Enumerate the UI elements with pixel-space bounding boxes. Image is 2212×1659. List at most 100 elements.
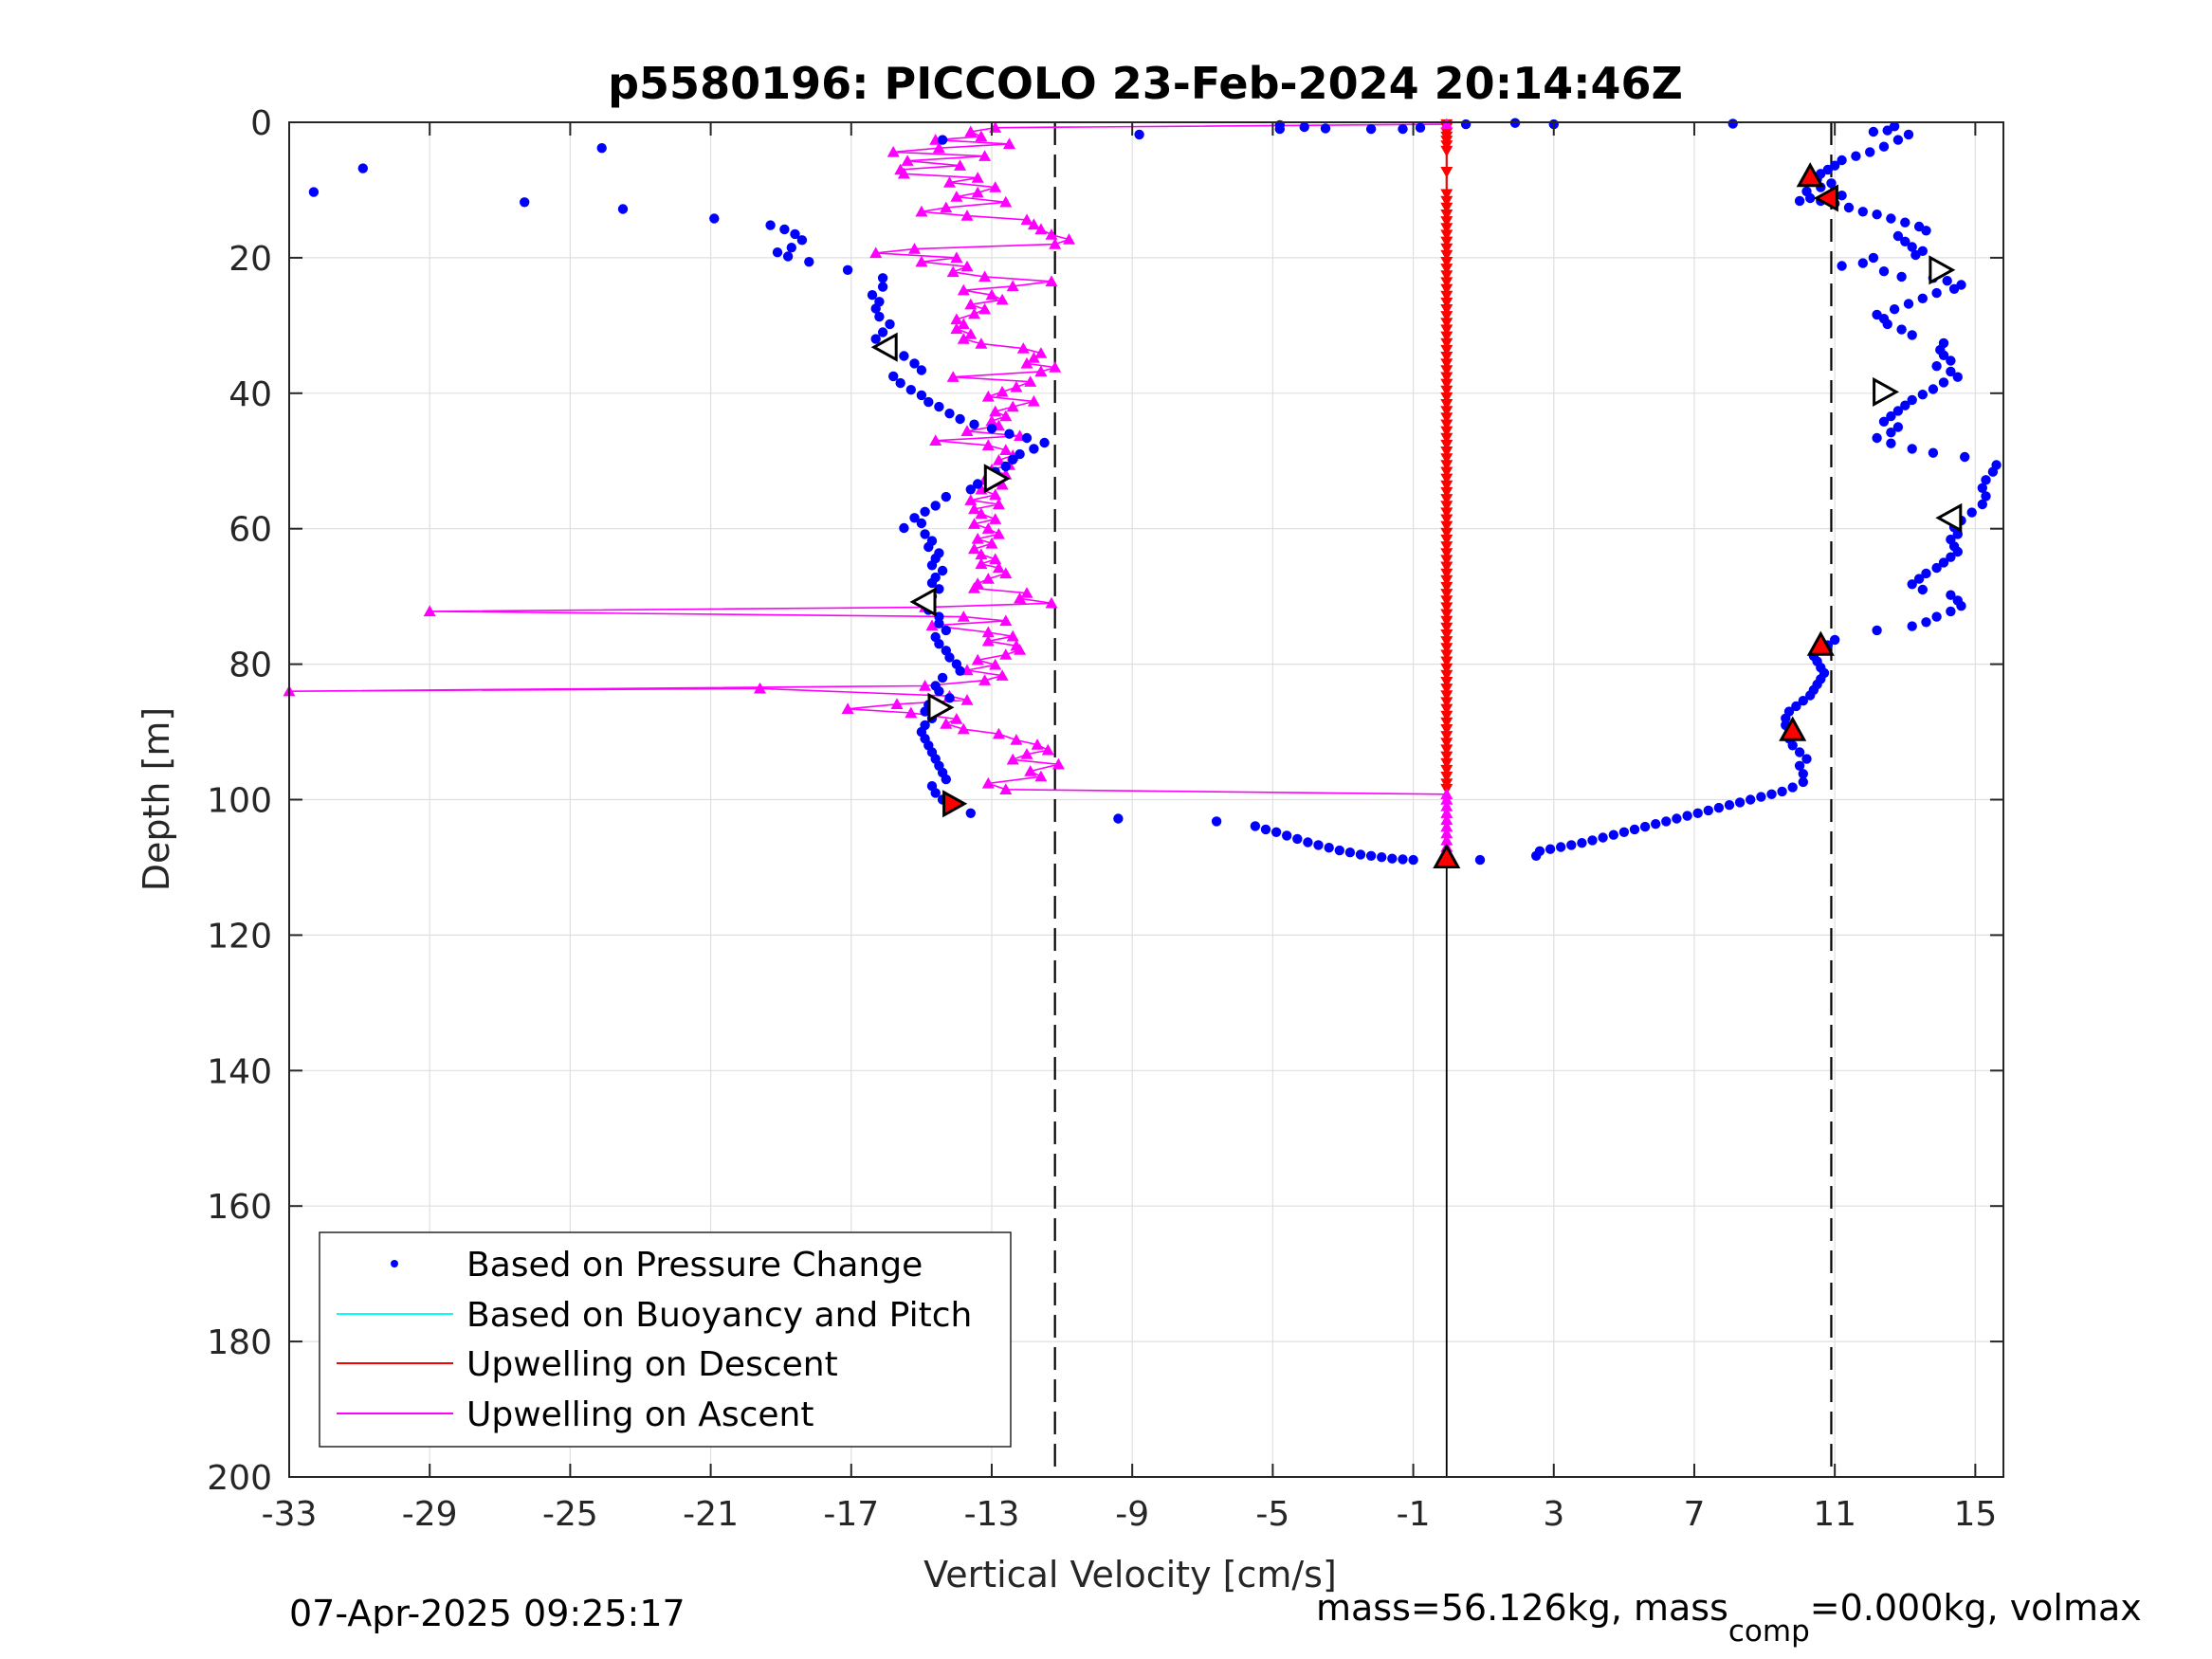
x-axis-ticks: -33 -29 -25 -21 -17 -13 -9 -5 -1 3 7 11 15 (262, 122, 1997, 1534)
ascent-point (1041, 743, 1054, 756)
ascent-point (915, 255, 928, 267)
pressure-point (930, 501, 941, 511)
descent-point (1440, 663, 1453, 675)
pressure-point (1977, 499, 1987, 510)
ascent-point (943, 176, 956, 188)
pressure-point (1313, 840, 1324, 850)
ascent-point (971, 186, 984, 198)
pressure-point (1886, 428, 1896, 438)
ascent-point (1010, 734, 1023, 745)
pressure-point (934, 584, 944, 594)
pressure-point (934, 401, 944, 412)
ascent-point (999, 614, 1013, 627)
pressure-point (1900, 400, 1910, 410)
pressure-point (1703, 805, 1714, 816)
pressure-point (1365, 850, 1377, 861)
descent-point (1440, 297, 1453, 309)
pressure-point (1857, 207, 1869, 217)
pressure-point (1460, 118, 1472, 130)
ascent-point (929, 434, 942, 446)
ascent-point (932, 141, 945, 154)
ascent-point (960, 260, 974, 272)
pressure-point (1734, 797, 1746, 808)
descent-point (1440, 466, 1453, 479)
ascent-point (1010, 639, 1023, 651)
descent-point (1440, 629, 1453, 641)
pressure-point (1886, 410, 1896, 422)
pressure-point (1798, 769, 1809, 779)
pressure-point (973, 479, 983, 489)
open-triangle-marker (870, 332, 898, 362)
pressure-point (1661, 816, 1672, 827)
ascent-point (992, 454, 1005, 465)
ascent-point (978, 150, 992, 161)
ascent-point (887, 145, 900, 157)
pressure-point (1946, 534, 1956, 545)
pressure-point (870, 334, 881, 344)
ascent-point (908, 243, 921, 254)
x-tick-label: 3 (1543, 1495, 1564, 1534)
descent-point (1440, 419, 1453, 431)
ascent-point (1063, 233, 1075, 245)
descent-point (1440, 311, 1453, 322)
descent-point (1440, 290, 1453, 302)
descent-point (1440, 710, 1453, 722)
descent-point (1440, 656, 1453, 668)
descent-point (1440, 324, 1453, 337)
x-tick-label: -1 (1397, 1495, 1431, 1534)
ascent-point (971, 653, 984, 665)
pressure-point (1387, 853, 1398, 864)
x-tick-label: -33 (262, 1495, 318, 1534)
pressure-point (1977, 483, 1987, 493)
ascent-point (1049, 361, 1062, 373)
pressure-point (779, 224, 790, 235)
ascent-point (1440, 833, 1453, 846)
pressure-point (1907, 330, 1917, 340)
legend-label-ascent: Upwelling on Ascent (466, 1395, 814, 1434)
descent-point (1440, 378, 1453, 391)
ascent-point (957, 318, 970, 330)
ascent-point (1020, 356, 1033, 369)
descent-point (1440, 697, 1453, 709)
descent-marker-series (1440, 118, 1453, 795)
ascent-point (964, 298, 978, 310)
descent-point (1440, 494, 1453, 505)
pressure-point (909, 513, 920, 523)
ascent-point (1440, 807, 1453, 818)
descent-point (1440, 426, 1453, 438)
pressure-point (874, 311, 885, 322)
y-tick-label: 140 (207, 1052, 272, 1091)
open-triangle-marker (1935, 502, 1963, 533)
y-tick-label: 20 (229, 240, 272, 279)
pressure-point (923, 396, 934, 408)
ascent-point (901, 155, 914, 166)
ascent-point (975, 130, 988, 142)
pressure-point (1766, 789, 1777, 799)
ascent-point (968, 307, 980, 319)
ascent-point (968, 518, 980, 529)
ascent-point (1034, 347, 1048, 358)
pressure-point (1868, 126, 1879, 137)
pressure-point (941, 625, 951, 636)
y-tick-label: 180 (207, 1323, 272, 1362)
pressure-point (1798, 776, 1809, 788)
pressure-point (965, 484, 976, 495)
pressure-point (1398, 854, 1408, 865)
pressure-point (1021, 432, 1033, 444)
pressure-point (786, 243, 796, 253)
pressure-point (1837, 155, 1847, 166)
pressure-point (1907, 394, 1917, 406)
descent-point (1440, 249, 1453, 262)
descent-point (1440, 318, 1453, 329)
descent-point (1440, 514, 1453, 526)
pressure-point (842, 264, 853, 275)
pressure-point (937, 672, 948, 684)
pressure-point (920, 506, 930, 517)
descent-point (1440, 210, 1453, 221)
descent-point (1440, 669, 1453, 682)
pressure-point (1878, 141, 1890, 152)
descent-point (1440, 724, 1453, 736)
pressure-point (1917, 293, 1929, 303)
descent-point (1440, 684, 1453, 695)
legend-label-descent: Upwelling on Descent (466, 1345, 838, 1384)
